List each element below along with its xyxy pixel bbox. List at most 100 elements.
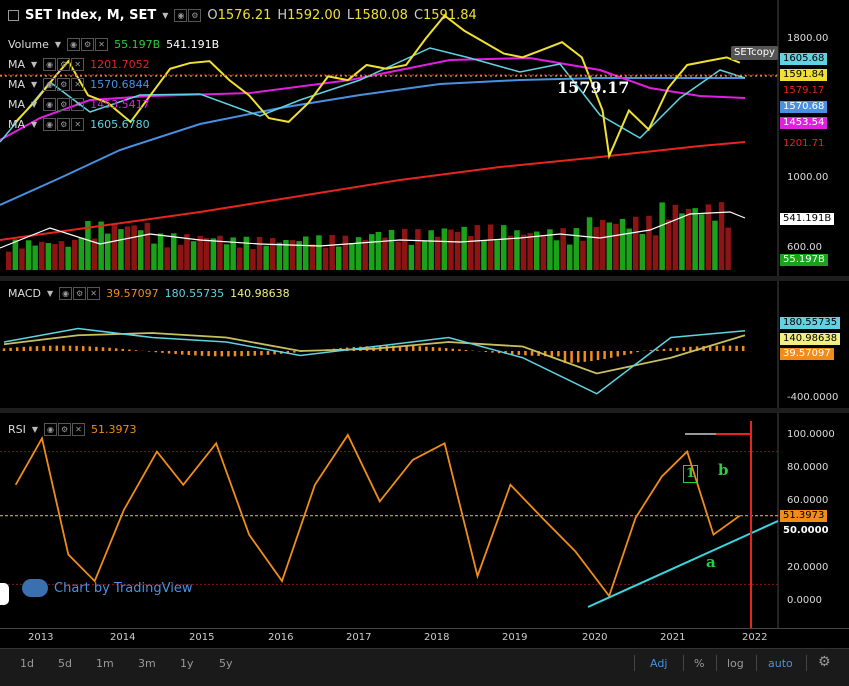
chevron-down-icon[interactable]: ▼ <box>31 60 38 69</box>
ma-label[interactable]: MA <box>8 98 26 111</box>
close-icon[interactable]: ✕ <box>71 118 85 131</box>
volume-bar <box>72 239 78 270</box>
chevron-down-icon[interactable]: ▼ <box>31 120 38 129</box>
toolbar-divider <box>716 655 717 671</box>
timeframe-button[interactable]: 1m <box>96 657 114 670</box>
volume-bar <box>263 245 269 270</box>
rsi-axis-tick: 100.0000 <box>787 429 835 440</box>
rsi-axis-tick: 20.0000 <box>787 561 829 573</box>
volume-bar <box>283 239 289 270</box>
eye-icon[interactable]: ◉ <box>44 423 58 436</box>
wave-b-label: b <box>718 461 729 479</box>
rsi-axis-tag: 51.3973 <box>780 509 828 522</box>
timeframe-button[interactable]: 3m <box>138 657 156 670</box>
time-axis[interactable]: 2013 2014 2015 2016 2017 2018 2019 2020 2021 2022 <box>0 628 849 649</box>
volume-bar <box>415 229 421 270</box>
volume-bar <box>223 244 230 270</box>
chevron-down-icon[interactable]: ▼ <box>31 100 38 109</box>
volume-bar <box>421 240 428 270</box>
time-axis-label: 2018 <box>424 632 450 643</box>
close-icon[interactable]: ✕ <box>72 423 86 436</box>
price-pane[interactable]: SET Index, M, SET ▼ ◉ ⚙ O1576.21 H1592.00… <box>0 0 849 276</box>
ma-label[interactable]: MA <box>8 78 26 91</box>
volume-bar <box>388 229 395 270</box>
macd-line-value: 180.55735 <box>164 287 225 300</box>
macd-chart[interactable] <box>0 281 849 408</box>
close-icon[interactable]: ✕ <box>71 98 85 111</box>
volume-bar <box>124 226 131 270</box>
scroll-handle[interactable] <box>0 583 9 605</box>
macd-pane[interactable]: MACD ▼ ◉ ⚙ ✕ 39.57097 180.55735 140.98638 … <box>0 281 849 408</box>
gear-icon[interactable]: ⚙ <box>73 287 87 300</box>
close-icon[interactable]: ✕ <box>71 78 85 91</box>
chevron-down-icon[interactable]: ▼ <box>46 289 54 298</box>
volume-ma-line <box>0 211 746 249</box>
price-tick-1000: 1000.00 <box>787 172 829 183</box>
ma-line-blue <box>0 77 745 206</box>
adj-toggle[interactable]: Adj <box>650 657 668 670</box>
price-line <box>14 14 741 160</box>
eye-icon[interactable]: ◉ <box>43 78 57 91</box>
volume-bar <box>204 238 210 270</box>
chevron-down-icon[interactable]: ▼ <box>54 40 62 49</box>
volume-bar <box>705 204 712 270</box>
pane-divider[interactable] <box>0 408 849 413</box>
gear-icon[interactable]: ⚙ <box>57 118 71 131</box>
close-icon[interactable]: ✕ <box>87 287 101 300</box>
timeframe-button[interactable]: 1d <box>20 657 34 670</box>
volume-bar <box>507 235 514 270</box>
symbol-title[interactable]: SET Index, M, SET <box>25 8 157 23</box>
eye-icon[interactable]: ◉ <box>43 118 57 131</box>
ma-value: 1570.6844 <box>90 78 150 91</box>
rsi-chart[interactable] <box>0 413 849 628</box>
gear-icon[interactable]: ⚙ <box>818 654 831 670</box>
price-chart[interactable] <box>0 0 849 276</box>
eye-icon[interactable]: ◉ <box>174 9 188 22</box>
volume-bar <box>289 240 296 270</box>
chevron-down-icon[interactable]: ▼ <box>31 80 38 89</box>
chevron-down-icon[interactable]: ▼ <box>162 11 169 20</box>
tradingview-watermark[interactable]: Chart by TradingView <box>22 579 192 597</box>
eye-icon[interactable]: ◉ <box>43 98 57 111</box>
volume-bar <box>250 249 256 270</box>
timeframe-button[interactable]: 5d <box>58 657 72 670</box>
rsi-axis-tag: 50.0000 <box>780 525 832 538</box>
percent-toggle[interactable]: % <box>694 657 705 670</box>
rsi-label[interactable]: RSI <box>8 423 26 436</box>
rsi-pane[interactable]: RSI ▼ ◉ ⚙ ✕ 51.3973 100.0000 80.0000 60.0000… <box>0 413 849 628</box>
timeframe-button[interactable]: 5y <box>219 657 233 670</box>
volume-bar <box>230 237 236 270</box>
toolbar-divider <box>683 655 684 671</box>
macd-axis-tag: 39.57097 <box>780 348 834 360</box>
gear-icon[interactable]: ⚙ <box>81 38 95 51</box>
macd-label[interactable]: MACD <box>8 287 41 300</box>
ma-label[interactable]: MA <box>8 118 26 131</box>
close-icon[interactable]: ✕ <box>71 58 85 71</box>
volume-bar <box>540 236 547 270</box>
volume-bar <box>85 221 91 270</box>
macd-hist-value: 39.57097 <box>106 287 159 300</box>
gear-icon[interactable]: ⚙ <box>57 78 71 91</box>
eye-icon[interactable]: ◉ <box>67 38 81 51</box>
close-icon[interactable]: ✕ <box>95 38 109 51</box>
gear-icon[interactable]: ⚙ <box>57 98 71 111</box>
ma-buttons: ◉ ⚙ ✕ <box>43 98 85 111</box>
eye-icon[interactable]: ◉ <box>59 287 73 300</box>
log-toggle[interactable]: log <box>727 657 744 670</box>
gear-icon[interactable]: ⚙ <box>57 58 71 71</box>
timeframe-button[interactable]: 1y <box>180 657 194 670</box>
volume-label[interactable]: Volume <box>8 38 49 51</box>
chevron-down-icon[interactable]: ▼ <box>31 425 39 434</box>
pane-divider[interactable] <box>0 276 849 281</box>
ma-label[interactable]: MA <box>8 58 26 71</box>
auto-toggle[interactable]: auto <box>768 657 793 670</box>
volume-bar <box>699 214 705 270</box>
rsi-value: 51.3973 <box>91 423 137 436</box>
gear-icon[interactable]: ⚙ <box>188 9 202 22</box>
volume-bar <box>210 238 217 270</box>
volume-bar <box>659 202 665 270</box>
macd-axis-tag: 140.98638 <box>780 333 841 345</box>
gear-icon[interactable]: ⚙ <box>58 423 72 436</box>
volume-bar <box>428 230 434 270</box>
eye-icon[interactable]: ◉ <box>43 58 57 71</box>
